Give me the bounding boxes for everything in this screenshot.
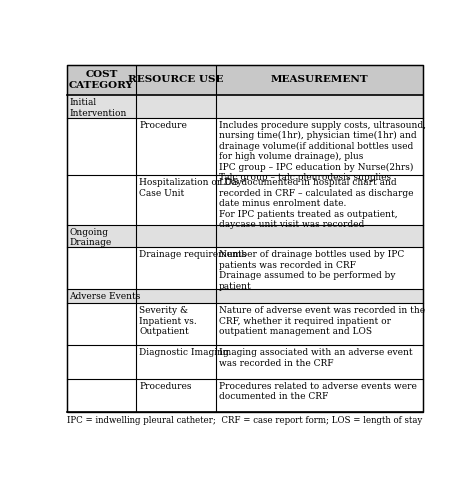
Text: Diagnostic Imaging: Diagnostic Imaging	[139, 348, 229, 357]
Text: Procedures related to adverse events were
documented in the CRF: Procedures related to adverse events wer…	[219, 382, 417, 401]
Bar	[66, 95, 423, 118]
Bar	[216, 65, 423, 95]
Text: IPC = indwelling pleural catheter;  CRF = case report form; LOS = length of stay: IPC = indwelling pleural catheter; CRF =…	[66, 416, 422, 425]
Bar	[66, 65, 136, 95]
Bar	[66, 303, 423, 345]
Text: Adverse Events: Adverse Events	[70, 292, 141, 301]
Text: Hospitalization or Day
Case Unit: Hospitalization or Day Case Unit	[139, 178, 242, 198]
Text: Drainage requirements: Drainage requirements	[139, 250, 246, 259]
Bar	[66, 225, 423, 247]
Text: Procedure: Procedure	[139, 121, 187, 130]
Bar	[66, 289, 423, 303]
Text: Ongoing
Drainage: Ongoing Drainage	[70, 228, 112, 247]
Bar	[66, 379, 423, 412]
Text: MEASUREMENT: MEASUREMENT	[271, 76, 368, 84]
Bar	[66, 247, 423, 289]
Bar	[66, 345, 423, 379]
Text: Number of drainage bottles used by IPC
patients was recorded in CRF
Drainage ass: Number of drainage bottles used by IPC p…	[219, 250, 404, 291]
Bar	[136, 65, 216, 95]
Text: Severity &
Inpatient vs.
Outpatient: Severity & Inpatient vs. Outpatient	[139, 306, 197, 336]
Text: Initial
Intervention: Initial Intervention	[70, 98, 127, 118]
Text: Procedures: Procedures	[139, 382, 191, 391]
Text: Imaging associated with an adverse event
was recorded in the CRF: Imaging associated with an adverse event…	[219, 348, 413, 368]
Text: RESOURCE USE: RESOURCE USE	[128, 76, 224, 84]
Text: LOS documented in hospital chart and
recorded in CRF – calculated as discharge
d: LOS documented in hospital chart and rec…	[219, 178, 414, 229]
Bar	[66, 175, 423, 225]
Bar	[66, 118, 423, 175]
Text: COST
CATEGORY: COST CATEGORY	[69, 70, 134, 89]
Text: Includes procedure supply costs, ultrasound,
nursing time(1hr), physician time(1: Includes procedure supply costs, ultraso…	[219, 121, 426, 182]
Text: Nature of adverse event was recorded in the
CRF, whether it required inpatient o: Nature of adverse event was recorded in …	[219, 306, 425, 336]
